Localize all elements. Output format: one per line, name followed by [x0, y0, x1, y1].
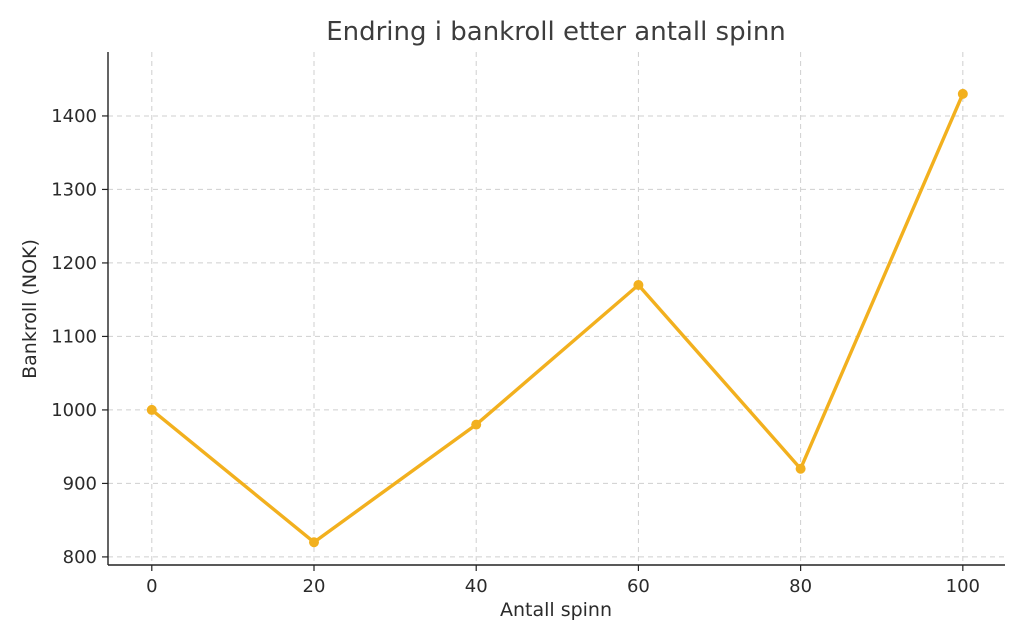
x-tick-label: 80: [789, 576, 812, 597]
y-tick-label: 1200: [51, 253, 97, 274]
y-axis-label: Bankroll (NOK): [19, 239, 41, 379]
x-tick-label: 100: [946, 576, 980, 597]
y-tick-label: 900: [63, 473, 97, 494]
x-tick-label: 0: [146, 576, 157, 597]
x-axis-label: Antall spinn: [500, 599, 612, 621]
y-tick-label: 1100: [51, 326, 97, 347]
series-group: [146, 88, 968, 548]
y-ticks: 800 900 1000 1100 1200 1300 1400: [51, 106, 108, 568]
data-point: [633, 279, 644, 290]
grid: [108, 52, 1005, 565]
axes: [107, 52, 1005, 566]
data-point: [471, 419, 482, 430]
chart-title: Endring i bankroll etter antall spinn: [326, 17, 786, 47]
x-tick-label: 40: [465, 576, 488, 597]
x-ticks: 0 20 40 60 80 100: [146, 565, 980, 597]
y-tick-label: 1000: [51, 400, 97, 421]
data-point: [146, 404, 157, 415]
x-tick-label: 20: [303, 576, 326, 597]
series-line: [150, 92, 965, 544]
y-tick-label: 800: [63, 547, 97, 568]
y-tick-label: 1300: [51, 179, 97, 200]
data-point: [309, 537, 320, 548]
data-point: [957, 88, 968, 99]
data-point: [795, 463, 806, 474]
x-tick-label: 60: [627, 576, 650, 597]
y-tick-label: 1400: [51, 106, 97, 127]
